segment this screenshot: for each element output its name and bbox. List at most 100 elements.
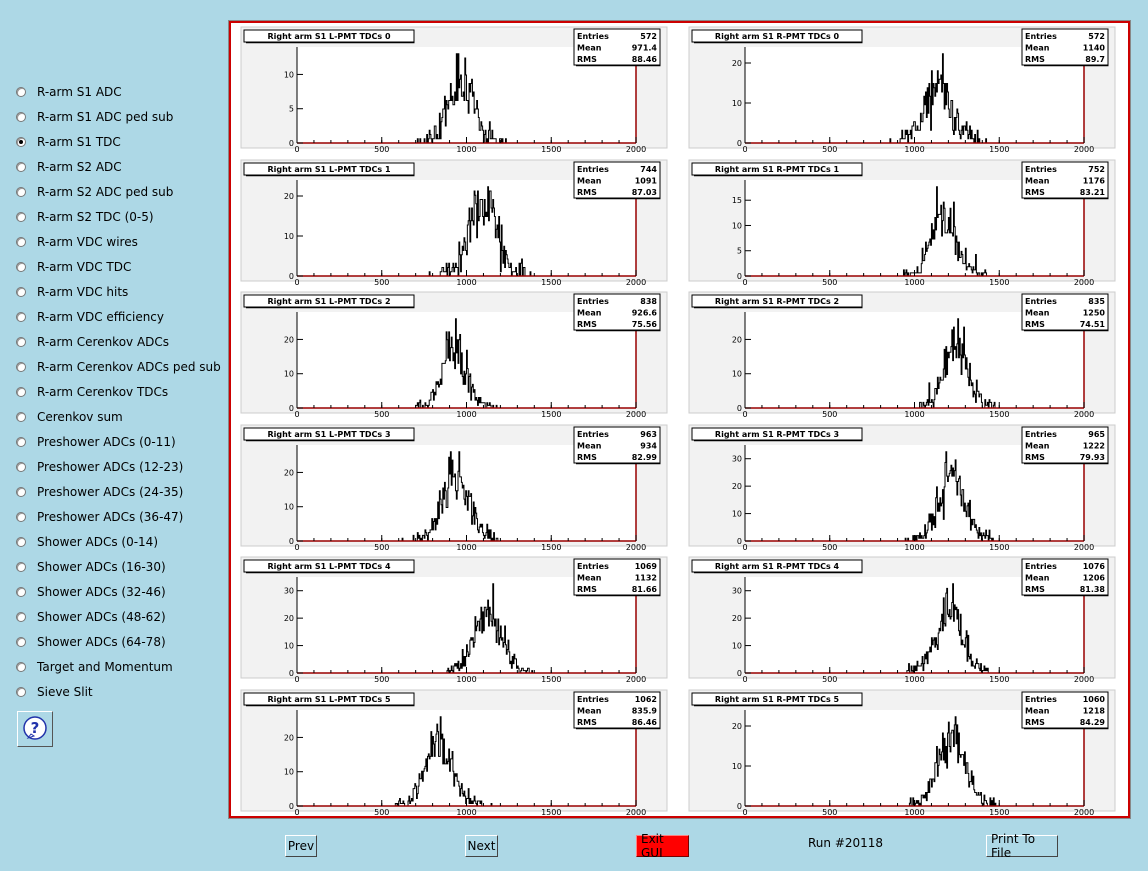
radio-unchecked-icon[interactable]	[16, 312, 26, 322]
sidebar-item-2[interactable]: R-arm S1 TDC	[16, 132, 121, 152]
stats-value-rms: 89.7	[1085, 55, 1105, 64]
sidebar-item-4[interactable]: R-arm S2 ADC ped sub	[16, 182, 173, 202]
y-tick-label: 10	[284, 370, 294, 379]
sidebar-item-15[interactable]: Preshower ADCs (12-23)	[16, 457, 183, 477]
stats-label-rms: RMS	[1025, 320, 1045, 329]
radio-unchecked-icon[interactable]	[16, 612, 26, 622]
radio-unchecked-icon[interactable]	[16, 87, 26, 97]
print-to-file-button[interactable]: Print To File	[986, 832, 1058, 860]
histogram-title: Right arm S1 L-PMT TDCs 4	[267, 562, 391, 571]
sidebar-item-9[interactable]: R-arm VDC efficiency	[16, 307, 164, 327]
sidebar-item-5[interactable]: R-arm S2 TDC (0-5)	[16, 207, 154, 227]
x-tick-label: 500	[374, 410, 389, 419]
histogram-panel: 0 500 1000 1500 2000 0 10 20 30 Right arm S1 R-PM…	[688, 424, 1116, 552]
sidebar-item-11[interactable]: R-arm Cerenkov ADCs ped sub	[16, 357, 221, 377]
sidebar-item-10[interactable]: R-arm Cerenkov ADCs	[16, 332, 169, 352]
sidebar-item-24[interactable]: Sieve Slit	[16, 682, 93, 702]
stats-value-rms: 74.51	[1080, 320, 1106, 329]
radio-unchecked-icon[interactable]	[16, 162, 26, 172]
radio-unchecked-icon[interactable]	[16, 362, 26, 372]
sidebar-item-14[interactable]: Preshower ADCs (0-11)	[16, 432, 176, 452]
x-tick-label: 1000	[456, 675, 476, 684]
x-tick-label: 0	[294, 145, 299, 154]
sidebar-item-label: R-arm S2 ADC	[37, 160, 122, 174]
stats-value-mean: 926.6	[632, 309, 658, 318]
sidebar-item-22[interactable]: Shower ADCs (64-78)	[16, 632, 166, 652]
sidebar-item-label: Shower ADCs (16-30)	[37, 560, 166, 574]
y-tick-label: 10	[732, 221, 742, 230]
sidebar-item-18[interactable]: Shower ADCs (0-14)	[16, 532, 158, 552]
radio-unchecked-icon[interactable]	[16, 537, 26, 547]
sidebar-item-6[interactable]: R-arm VDC wires	[16, 232, 138, 252]
stats-value-mean: 1222	[1083, 442, 1105, 451]
prev-button[interactable]: Prev	[285, 835, 317, 857]
y-tick-label: 0	[289, 272, 294, 281]
radio-unchecked-icon[interactable]	[16, 412, 26, 422]
sidebar-item-label: Shower ADCs (32-46)	[37, 585, 166, 599]
stats-label-rms: RMS	[577, 320, 597, 329]
radio-checked-icon[interactable]	[16, 137, 26, 147]
radio-unchecked-icon[interactable]	[16, 512, 26, 522]
next-button[interactable]: Next	[465, 835, 498, 857]
x-tick-label: 2000	[626, 410, 646, 419]
sidebar-item-19[interactable]: Shower ADCs (16-30)	[16, 557, 166, 577]
sidebar-item-3[interactable]: R-arm S2 ADC	[16, 157, 122, 177]
radio-unchecked-icon[interactable]	[16, 462, 26, 472]
stats-label-mean: Mean	[1025, 707, 1050, 716]
stats-label-entries: Entries	[1025, 562, 1057, 571]
radio-unchecked-icon[interactable]	[16, 637, 26, 647]
radio-unchecked-icon[interactable]	[16, 562, 26, 572]
radio-unchecked-icon[interactable]	[16, 287, 26, 297]
stats-label-rms: RMS	[577, 188, 597, 197]
stats-label-mean: Mean	[577, 177, 602, 186]
exit-gui-button[interactable]: Exit GUI	[636, 832, 689, 860]
sidebar-item-0[interactable]: R-arm S1 ADC	[16, 82, 122, 102]
sidebar-item-label: R-arm VDC wires	[37, 235, 138, 249]
sidebar-item-17[interactable]: Preshower ADCs (36-47)	[16, 507, 183, 527]
y-tick-label: 0	[289, 537, 294, 546]
sidebar-item-23[interactable]: Target and Momentum	[16, 657, 173, 677]
x-tick-label: 1500	[541, 543, 561, 552]
radio-unchecked-icon[interactable]	[16, 212, 26, 222]
x-tick-label: 1000	[904, 410, 924, 419]
radio-unchecked-icon[interactable]	[16, 387, 26, 397]
y-tick-label: 10	[732, 642, 742, 651]
histogram-title: Right arm S1 R-PMT TDCs 4	[715, 562, 840, 571]
x-tick-label: 1500	[541, 675, 561, 684]
stats-value-entries: 752	[1088, 165, 1105, 174]
sidebar-item-16[interactable]: Preshower ADCs (24-35)	[16, 482, 183, 502]
radio-unchecked-icon[interactable]	[16, 237, 26, 247]
y-tick-label: 20	[284, 733, 294, 742]
sidebar-item-21[interactable]: Shower ADCs (48-62)	[16, 607, 166, 627]
sidebar-item-7[interactable]: R-arm VDC TDC	[16, 257, 131, 277]
radio-unchecked-icon[interactable]	[16, 487, 26, 497]
help-button[interactable]: ?	[17, 711, 53, 747]
stats-value-mean: 1132	[635, 574, 657, 583]
y-tick-label: 15	[732, 196, 742, 205]
sidebar-item-label: Sieve Slit	[37, 685, 93, 699]
x-tick-label: 0	[742, 675, 747, 684]
y-tick-label: 0	[737, 139, 742, 148]
histogram-panel: 0 500 1000 1500 2000 0 10 20 Right arm S1 R-PMT …	[688, 689, 1116, 817]
help-symbol: ?	[31, 719, 40, 737]
radio-unchecked-icon[interactable]	[16, 437, 26, 447]
stats-label-rms: RMS	[1025, 55, 1045, 64]
x-tick-label: 500	[822, 543, 837, 552]
y-tick-label: 5	[737, 247, 742, 256]
sidebar-item-20[interactable]: Shower ADCs (32-46)	[16, 582, 166, 602]
radio-unchecked-icon[interactable]	[16, 587, 26, 597]
radio-unchecked-icon[interactable]	[16, 662, 26, 672]
sidebar-item-12[interactable]: R-arm Cerenkov TDCs	[16, 382, 168, 402]
radio-unchecked-icon[interactable]	[16, 262, 26, 272]
sidebar-item-13[interactable]: Cerenkov sum	[16, 407, 123, 427]
radio-unchecked-icon[interactable]	[16, 337, 26, 347]
stats-label-mean: Mean	[577, 442, 602, 451]
x-tick-label: 1500	[541, 145, 561, 154]
stats-box	[1021, 293, 1109, 331]
radio-unchecked-icon[interactable]	[16, 187, 26, 197]
sidebar-item-1[interactable]: R-arm S1 ADC ped sub	[16, 107, 173, 127]
sidebar-item-label: Preshower ADCs (12-23)	[37, 460, 184, 474]
radio-unchecked-icon[interactable]	[16, 687, 26, 697]
radio-unchecked-icon[interactable]	[16, 112, 26, 122]
sidebar-item-8[interactable]: R-arm VDC hits	[16, 282, 128, 302]
